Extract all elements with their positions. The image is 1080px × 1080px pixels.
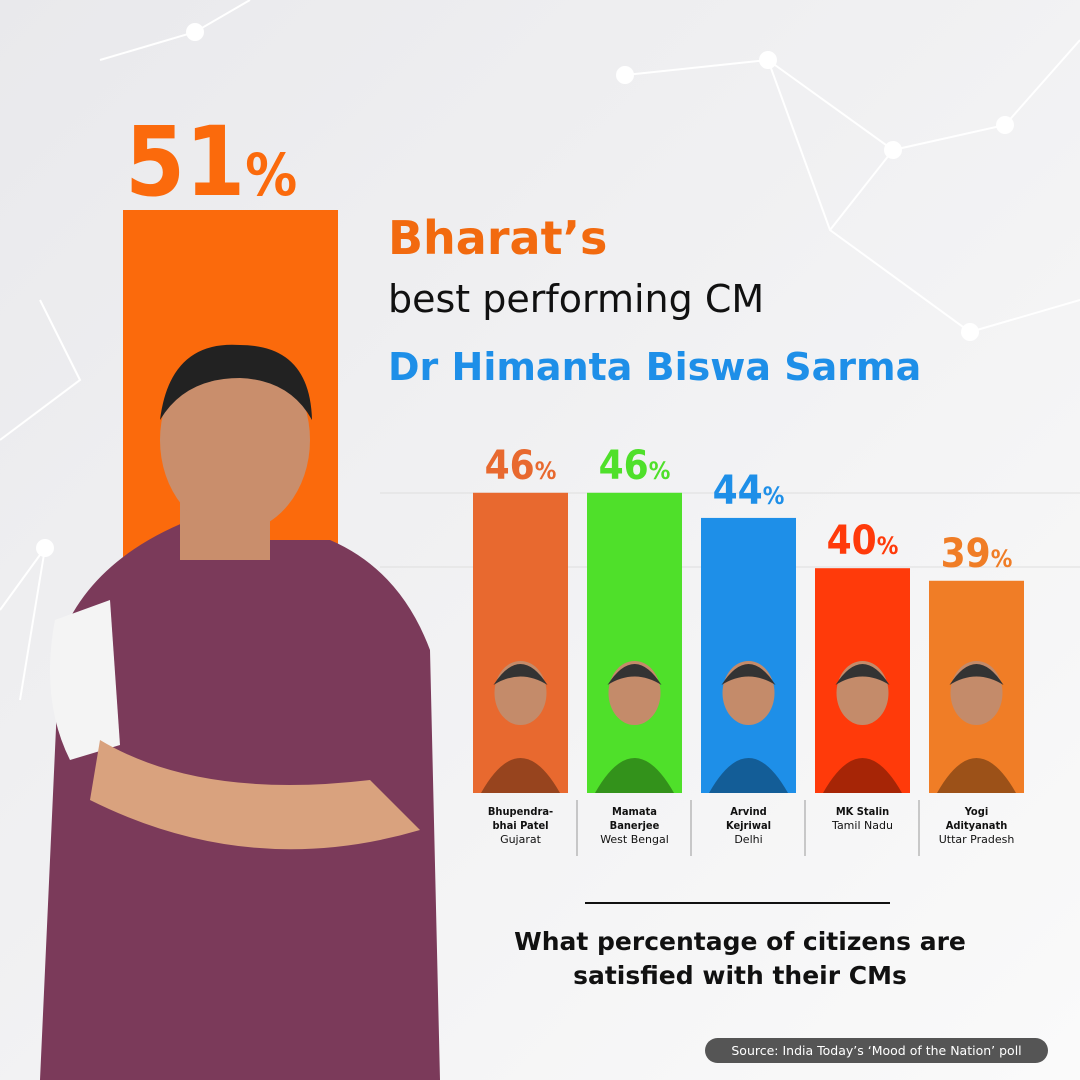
category-label: Bhupendra-bhai Patel Gujarat — [471, 805, 571, 847]
cm-name: Yogi Adityanath — [945, 805, 1008, 832]
person-illustration — [40, 344, 440, 1080]
portrait-body — [823, 758, 902, 793]
state-name: Delhi — [734, 833, 763, 846]
portrait-body — [937, 758, 1016, 793]
network-decoration — [0, 0, 1080, 701]
cm-name: Mamata Banerjee — [609, 805, 660, 832]
portrait-hair — [949, 664, 1004, 685]
portrait-hair — [835, 664, 890, 685]
title-line2: best performing CM — [388, 277, 764, 321]
cm-name: Arvind Kejriwal — [725, 805, 772, 832]
value-label: 40% — [827, 518, 899, 564]
portrait-body — [709, 758, 788, 793]
title-name: Dr Himanta Biswa Sarma — [388, 345, 921, 389]
value-label: 46% — [485, 443, 557, 489]
category-label: Yogi Adityanath Uttar Pradesh — [927, 805, 1027, 847]
cm-name: MK Stalin — [835, 805, 890, 818]
portrait-body — [595, 758, 674, 793]
category-label: Arvind Kejriwal Delhi — [699, 805, 799, 847]
value-label: 39% — [941, 531, 1013, 577]
category-label: MK Stalin Tamil Nadu — [813, 805, 913, 833]
cm-name: Bhupendra-bhai Patel — [487, 805, 554, 832]
bar — [587, 492, 682, 793]
bar — [473, 492, 568, 793]
category-label: Mamata Banerjee West Bengal — [585, 805, 685, 847]
state-name: Tamil Nadu — [832, 819, 893, 832]
featured-value-label: 51% — [125, 106, 297, 218]
state-name: West Bengal — [600, 833, 669, 846]
value-label: 44% — [713, 468, 785, 514]
source-note: Source: India Today’s ‘Mood of the Natio… — [705, 1038, 1048, 1063]
bar — [701, 517, 796, 793]
caption: What percentage of citizens are satisfie… — [514, 927, 966, 990]
portrait-hair — [721, 664, 776, 685]
state-name: Uttar Pradesh — [938, 833, 1015, 846]
value-label: 46% — [599, 443, 671, 489]
title-line1: Bharat’s — [388, 211, 607, 265]
portrait-body — [481, 758, 560, 793]
portrait-hair — [493, 664, 548, 685]
state-name: Gujarat — [500, 833, 541, 846]
portrait-hair — [607, 664, 662, 685]
